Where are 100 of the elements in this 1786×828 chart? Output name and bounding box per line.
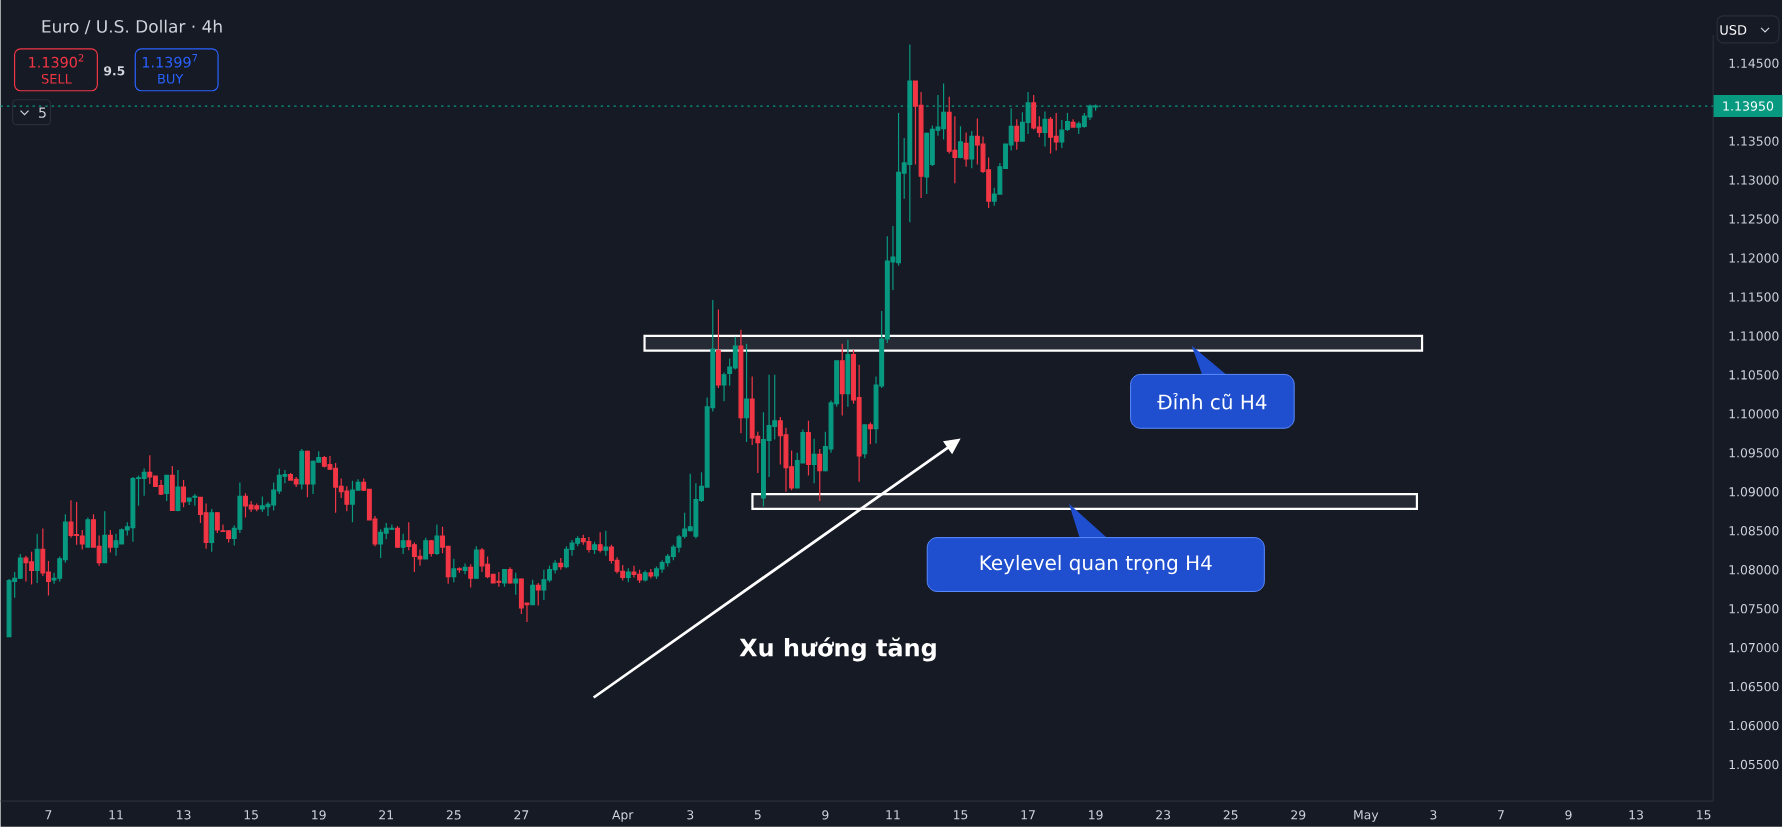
candlestick xyxy=(462,562,468,575)
ref-line-label: 1.13950 xyxy=(1723,101,1774,111)
candlestick xyxy=(969,130,975,169)
candlestick xyxy=(164,474,170,502)
candlestick xyxy=(423,536,429,560)
candlestick xyxy=(817,448,823,502)
y-tick-label: 1.10500 xyxy=(1729,370,1779,380)
y-tick-label: 1.13000 xyxy=(1729,175,1779,185)
x-tick-label: 17 xyxy=(1021,809,1035,819)
candlestick xyxy=(451,557,457,583)
y-tick-label: 1.09000 xyxy=(1729,486,1779,497)
y-tick-label: 1.07000 xyxy=(1729,642,1779,653)
y-tick-label: 1.09500 xyxy=(1729,447,1779,458)
x-tick-label: 5 xyxy=(754,809,761,820)
y-tick-label: 1.06000 xyxy=(1729,720,1779,731)
candlestick xyxy=(811,437,817,484)
band-label: Đỉnh cũ H4 xyxy=(1157,392,1267,410)
candlestick xyxy=(867,421,873,445)
candlestick xyxy=(175,469,181,512)
candlestick xyxy=(839,342,845,416)
candlestick xyxy=(535,582,541,606)
chart-title: Euro / U.S. Dollar · 4h xyxy=(42,19,222,34)
candlestick xyxy=(1065,112,1070,132)
x-tick-label: May xyxy=(1354,809,1379,822)
x-tick-label: 11 xyxy=(886,809,900,819)
candlestick xyxy=(1042,110,1048,147)
y-tick-label: 1.11000 xyxy=(1729,331,1779,341)
candlestick xyxy=(102,510,108,564)
y-tick-label: 1.12000 xyxy=(1729,253,1779,263)
y-tick-label: 1.13500 xyxy=(1729,136,1779,146)
candlestick xyxy=(107,529,113,553)
y-tick-label: 1.12500 xyxy=(1729,214,1779,224)
y-tick-label: 1.10000 xyxy=(1729,408,1779,419)
x-tick-label: 27 xyxy=(514,809,529,820)
candlestick xyxy=(507,566,513,585)
x-tick-label: 7 xyxy=(45,809,52,819)
text: USD xyxy=(1720,24,1747,35)
candlestick xyxy=(648,568,654,579)
candlestick xyxy=(502,568,507,588)
candlestick xyxy=(468,563,474,589)
candlestick xyxy=(395,525,400,549)
candlestick xyxy=(862,423,868,459)
x-tick-label: 9 xyxy=(822,809,829,820)
candlestick xyxy=(530,579,536,606)
candlestick xyxy=(473,545,479,580)
y-tick-label: 1.06500 xyxy=(1729,681,1779,692)
x-tick-label: 3 xyxy=(687,809,694,820)
x-tick-label: 15 xyxy=(953,809,968,820)
candlestick xyxy=(1070,118,1076,128)
annotation: BUY xyxy=(158,73,184,84)
x-tick-label: 15 xyxy=(1697,809,1711,820)
annotation: 5 xyxy=(39,107,46,118)
x-tick-label: 9 xyxy=(1565,809,1572,820)
y-tick-label: 1.08000 xyxy=(1729,564,1779,575)
candlestick xyxy=(592,540,598,555)
x-tick-label: 29 xyxy=(1291,809,1306,820)
candlestick xyxy=(558,557,564,571)
y-tick-label: 1.07500 xyxy=(1729,603,1779,614)
candlestick xyxy=(744,342,750,443)
candlestick xyxy=(625,567,631,583)
candlestick xyxy=(958,125,963,159)
candlestick xyxy=(85,516,91,548)
x-tick-label: 7 xyxy=(1498,809,1504,819)
candlestick xyxy=(1014,118,1020,151)
x-tick-label: 23 xyxy=(1156,809,1171,820)
candlestick xyxy=(1059,119,1065,149)
candlestick xyxy=(428,539,434,557)
candlestick xyxy=(34,533,40,584)
candlestick xyxy=(79,529,85,550)
candlestick xyxy=(434,523,440,556)
candlestick xyxy=(963,131,969,168)
x-tick-label: Apr xyxy=(612,809,634,822)
band-label: Keylevel quan trọng H4 xyxy=(980,554,1212,574)
x-tick-label: 21 xyxy=(379,809,393,820)
annotation: 1.1390$^{2}$ xyxy=(29,53,84,68)
candlestick xyxy=(845,339,851,408)
candlestick xyxy=(304,449,310,498)
candlestick xyxy=(169,465,175,511)
candlestick xyxy=(456,566,462,574)
candlestick xyxy=(181,479,187,508)
x-tick-label: 25 xyxy=(446,809,461,820)
candlestick xyxy=(715,308,721,389)
annotation: Xu hướng tăng xyxy=(739,636,936,662)
x-tick-label: 15 xyxy=(244,809,258,820)
candlestick xyxy=(806,420,811,476)
candlestick xyxy=(721,371,727,402)
x-tick-label: 13 xyxy=(1629,809,1643,820)
x-tick-label: 19 xyxy=(312,809,326,820)
x-tick-label: 19 xyxy=(1089,809,1103,820)
y-tick-label: 1.08500 xyxy=(1729,525,1779,536)
x-tick-label: 13 xyxy=(177,809,191,820)
y-tick-label: 1.14500 xyxy=(1729,58,1779,68)
x-tick-label: 3 xyxy=(1430,809,1437,820)
candlestick xyxy=(513,572,519,596)
y-tick-label: 1.05500 xyxy=(1729,759,1779,769)
x-tick-label: 25 xyxy=(1223,809,1238,820)
annotation: SELL xyxy=(41,73,72,84)
x-tick-label: 11 xyxy=(109,809,123,819)
y-tick-label: 1.11500 xyxy=(1729,292,1779,302)
candlestick xyxy=(603,529,609,557)
